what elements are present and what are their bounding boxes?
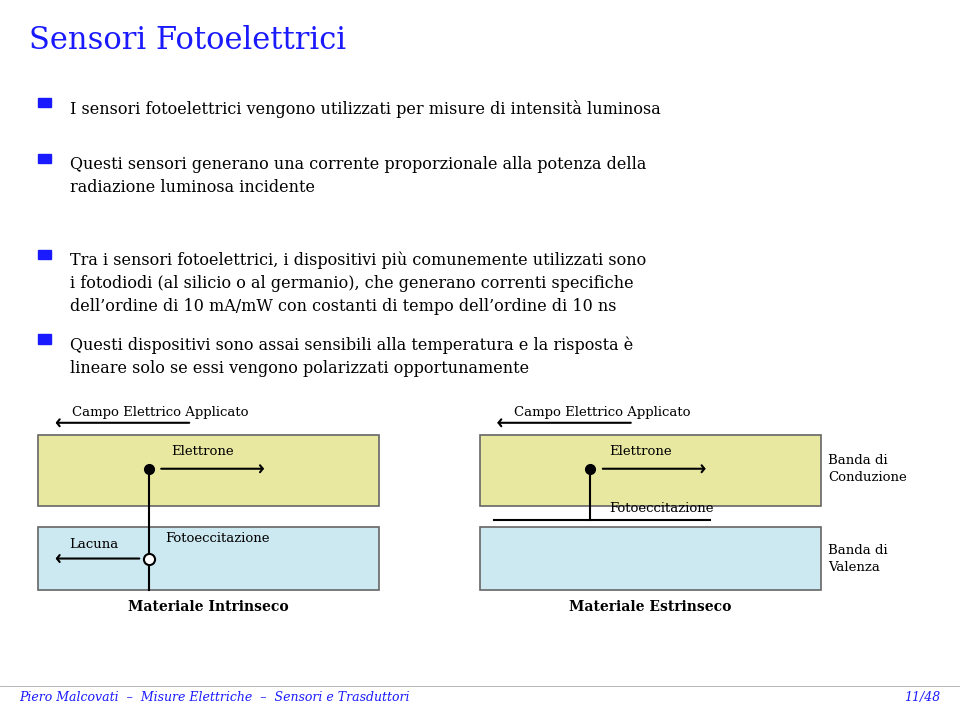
FancyBboxPatch shape (38, 334, 51, 344)
FancyBboxPatch shape (38, 98, 51, 107)
FancyBboxPatch shape (38, 250, 51, 259)
Text: I sensori fotoelettrici vengono utilizzati per misure di intensità luminosa: I sensori fotoelettrici vengono utilizza… (70, 100, 660, 117)
Text: Banda di
Valenza: Banda di Valenza (828, 544, 888, 573)
Text: 11/48: 11/48 (904, 691, 941, 704)
FancyBboxPatch shape (480, 527, 821, 590)
Text: Campo Elettrico Applicato: Campo Elettrico Applicato (72, 406, 249, 419)
FancyBboxPatch shape (38, 435, 379, 506)
Text: Questi dispositivi sono assai sensibili alla temperatura e la risposta è
lineare: Questi dispositivi sono assai sensibili … (70, 337, 634, 377)
FancyBboxPatch shape (480, 435, 821, 506)
Text: Lacuna: Lacuna (69, 539, 118, 551)
Text: Questi sensori generano una corrente proporzionale alla potenza della
radiazione: Questi sensori generano una corrente pro… (70, 156, 646, 196)
FancyBboxPatch shape (38, 527, 379, 590)
Text: Elettrone: Elettrone (171, 445, 233, 458)
Text: Materiale Estrinseco: Materiale Estrinseco (568, 600, 732, 614)
Text: Elettrone: Elettrone (610, 445, 672, 458)
Text: Banda di
Conduzione: Banda di Conduzione (828, 454, 907, 484)
FancyBboxPatch shape (38, 154, 51, 163)
Text: Fotoeccitazione: Fotoeccitazione (610, 502, 714, 515)
Text: Materiale Intrinseco: Materiale Intrinseco (128, 600, 289, 614)
Text: Fotoeccitazione: Fotoeccitazione (165, 532, 270, 545)
Text: Tra i sensori fotoelettrici, i dispositivi più comunemente utilizzati sono
i fot: Tra i sensori fotoelettrici, i dispositi… (70, 252, 646, 315)
Text: Piero Malcovati  –  Misure Elettriche  –  Sensori e Trasduttori: Piero Malcovati – Misure Elettriche – Se… (19, 691, 410, 704)
Text: Sensori Fotoelettrici: Sensori Fotoelettrici (29, 25, 346, 56)
Text: Campo Elettrico Applicato: Campo Elettrico Applicato (514, 406, 690, 419)
